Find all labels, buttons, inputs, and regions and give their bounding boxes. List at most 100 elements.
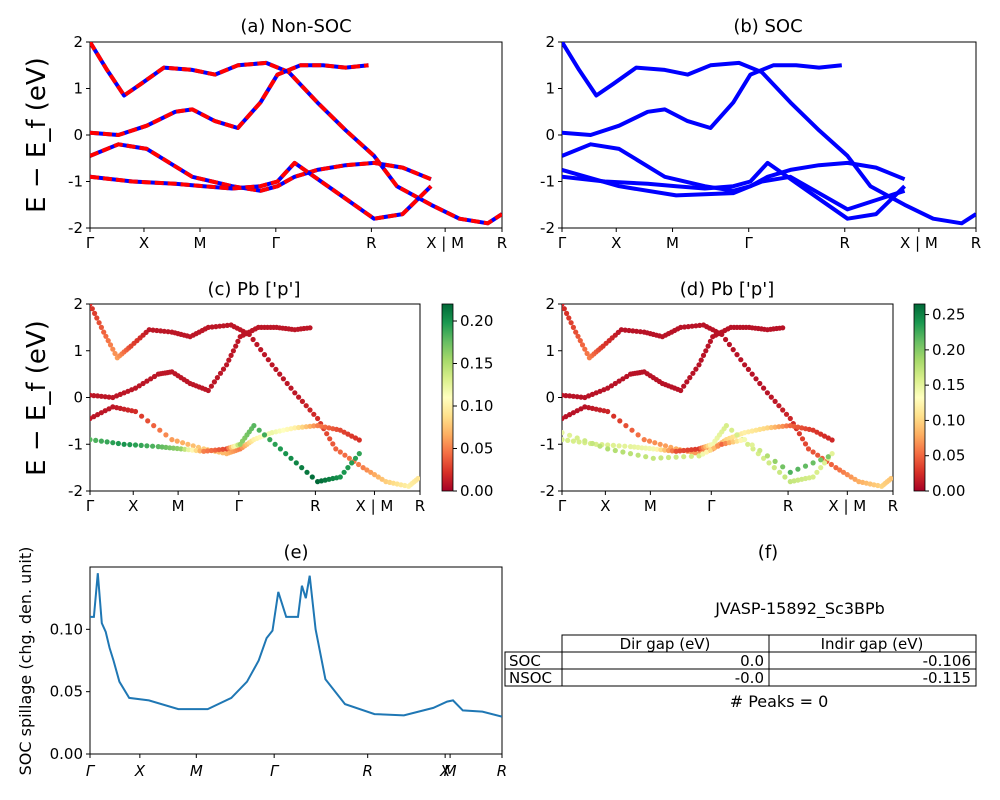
band-point [346,455,352,461]
panel-e-xtick-label: M [190,762,203,780]
band-point [780,407,786,413]
band-point [98,393,104,399]
table-row-soc-indir: -0.106 [923,652,971,670]
panel-e-ytick-label: 0.10 [50,620,83,638]
band-point [657,441,663,447]
band-point [110,346,116,352]
band-point [574,435,580,441]
band-point [844,472,850,478]
band-point [742,437,748,443]
panel-d-frame [561,303,894,492]
band-point [360,465,366,471]
band-point [307,407,313,413]
band-point [228,352,234,358]
band-point [311,411,317,417]
band-point [684,379,690,385]
band-point [356,461,362,468]
band-point [283,451,289,457]
band-point [90,437,93,443]
panel-e-ytick-label: 0.05 [50,683,83,701]
band-point [689,323,695,329]
band-point [616,443,622,449]
band-point [829,437,835,443]
panel-c-xtick-label: R [415,497,425,515]
panel-b-ytick-label: 2 [545,33,555,51]
band-point [115,440,121,447]
band-point [330,441,336,447]
panel-a: (a) Non-SOC -2 -1 0 1 2 Γ X M Γ R X | M R [68,16,507,252]
band-point [139,413,145,419]
band-point [220,366,227,372]
colorbar-tick-label: 0.00 [460,482,493,500]
band-point [626,327,632,334]
table-row-soc-label: SOC [509,652,541,670]
band-point [734,432,740,438]
band-point [190,443,196,449]
band-point [261,352,268,358]
band-point [150,443,156,449]
band-point [650,455,656,461]
band-point [138,442,144,448]
band-point [201,448,207,454]
panel-c-xtick-label: Γ [235,497,244,515]
band-point [178,446,184,452]
panel-a-ytick-label: 2 [73,33,83,51]
band-point [563,393,569,399]
band-point [220,323,227,329]
band-point [726,341,733,348]
band-point [805,446,812,452]
panel-b-frame [561,41,977,229]
band-point [833,465,839,471]
band-point [574,394,580,400]
band-point [761,455,767,461]
band-point [564,310,570,316]
band-point [828,461,835,468]
band-point [93,437,99,443]
band-point [627,444,634,450]
band-point [277,371,283,377]
band-point [103,333,109,339]
band-point [696,362,702,368]
band-point [705,343,711,349]
panel-d-xtick-label: X [600,497,610,515]
band-point [217,370,224,376]
panel-d-ytick-label: 2 [545,295,555,313]
band-point [768,394,774,400]
band-point [208,447,214,454]
band-point [783,423,790,429]
band-point [189,447,195,453]
band-point [641,437,647,443]
band-point [98,438,104,444]
band-point [261,432,268,438]
band-point [582,346,588,352]
band-point [745,366,752,372]
band-point [233,343,239,349]
panel-c-xtick-label: X | M [356,497,394,515]
band-point [692,446,698,452]
band-point [662,443,669,449]
band-point [337,449,343,455]
panel-b-ytick-label: 0 [545,126,555,144]
band-point [579,342,586,348]
band-point [837,467,843,473]
band-point [105,338,111,344]
panel-c-xtick-label: R [310,497,320,515]
band-point [185,441,191,447]
panel-d-xtick-label: X | M [828,497,866,515]
band-point [665,454,672,461]
band-point [678,324,684,330]
panel-a-xtick-label: M [194,234,207,252]
band-point [643,454,649,460]
band-point [734,352,740,358]
band-point [623,423,629,429]
band-point [211,379,217,385]
band-point [144,443,150,449]
band-point [94,315,100,321]
band-point [757,447,763,454]
band-point [681,324,688,330]
band-point [634,328,640,334]
panel-c-xtick-label: M [172,497,185,515]
band-point [163,444,169,450]
panel-c-title: (c) Pb ['p'] [207,279,300,300]
panel-a-ytick-label: 1 [73,80,83,98]
